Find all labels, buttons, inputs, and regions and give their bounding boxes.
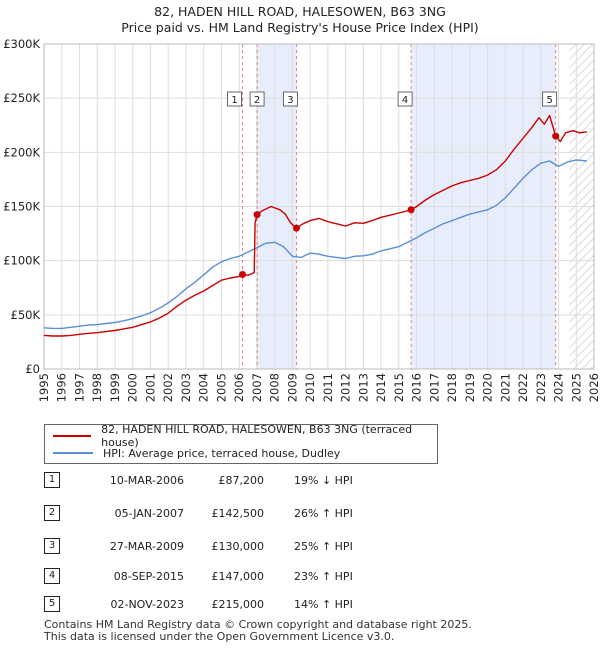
- chart-subtitle: Price paid vs. HM Land Registry's House …: [121, 20, 478, 35]
- x-tick-label: 2018: [445, 373, 459, 402]
- x-tick-label: 2011: [321, 373, 335, 402]
- x-tick-label: 2007: [250, 373, 264, 402]
- sale-date: 05-JAN-2007: [114, 507, 184, 520]
- x-tick-label: 2026: [587, 373, 600, 402]
- table-row: 2 05-JAN-2007 £142,500 26% ↑ HPI: [44, 505, 464, 523]
- sale-number-box: [227, 91, 242, 107]
- legend-item-property: 82, HADEN HILL ROAD, HALESOWEN, B63 3NG …: [53, 423, 437, 449]
- x-tick-label: 2009: [285, 373, 299, 402]
- sale-price: £147,000: [211, 570, 265, 583]
- sale-hpi-diff: 19% ↓ HPI: [294, 474, 353, 487]
- sale-number-box: [283, 91, 298, 107]
- x-tick-label: 2001: [143, 373, 157, 402]
- sale-hpi-diff: 25% ↑ HPI: [294, 540, 353, 553]
- x-tick-label: 2005: [214, 373, 228, 402]
- x-tick-label: 2000: [126, 373, 140, 402]
- legend-swatch-hpi: [53, 452, 93, 454]
- sale-badge: 3: [44, 538, 60, 554]
- x-tick-label: 2014: [374, 373, 388, 402]
- sale-number-box: [397, 91, 413, 107]
- price-chart: 82, HADEN HILL ROAD, HALESOWEN, B63 3NG …: [3, 4, 600, 402]
- legend: 82, HADEN HILL ROAD, HALESOWEN, B63 3NG …: [44, 423, 438, 464]
- x-tick-label: 1999: [108, 373, 122, 402]
- hpi-series-line: [43, 159, 587, 330]
- x-tick-label: 2019: [463, 373, 477, 402]
- table-row: 1 10-MAR-2006 £87,200 19% ↓ HPI: [44, 472, 464, 490]
- table-row: 5 02-NOV-2023 £215,000 14% ↑ HPI: [44, 596, 464, 614]
- legend-label-hpi: HPI: Average price, terraced house, Dudl…: [103, 446, 341, 460]
- x-tick-label: 1995: [37, 373, 51, 402]
- x-tick-label: 2022: [516, 373, 530, 402]
- legend-item-hpi: HPI: Average price, terraced house, Dudl…: [53, 445, 340, 461]
- property-series-line: [43, 114, 587, 337]
- x-tick-label: 2008: [268, 373, 282, 402]
- x-tick-label: 2023: [534, 373, 548, 402]
- y-tick-label: £250K: [3, 91, 40, 105]
- sale-badge: 2: [44, 505, 60, 521]
- x-tick-label: 2010: [303, 373, 317, 402]
- sale-price: £130,000: [211, 540, 265, 553]
- sale-number-box: [249, 91, 265, 107]
- x-tick-label: 1997: [72, 373, 86, 402]
- sale-price: £87,200: [218, 474, 265, 487]
- sale-date: 02-NOV-2023: [110, 598, 184, 611]
- y-tick-label: £150K: [3, 200, 40, 214]
- sale-date: 27-MAR-2009: [109, 540, 184, 553]
- footer-copyright: Contains HM Land Registry data © Crown c…: [44, 618, 472, 631]
- x-tick-label: 1996: [55, 373, 69, 402]
- sale-point: [552, 132, 560, 140]
- sale-number-label: 1: [231, 95, 237, 106]
- sale-hpi-diff: 26% ↑ HPI: [294, 507, 353, 520]
- sale-point: [407, 206, 415, 214]
- legend-label-property: 82, HADEN HILL ROAD, HALESOWEN, B63 3NG …: [101, 423, 413, 449]
- x-tick-label: 2003: [179, 373, 193, 402]
- sale-badge: 4: [44, 568, 60, 584]
- y-tick-label: £0: [25, 362, 40, 376]
- x-tick-label: 2024: [552, 373, 566, 402]
- x-tick-label: 1998: [90, 373, 104, 402]
- sale-price: £142,500: [211, 507, 265, 520]
- footer: Contains HM Land Registry data © Crown c…: [44, 619, 472, 643]
- sale-number-label: 5: [546, 95, 552, 106]
- sale-date: 10-MAR-2006: [109, 474, 184, 487]
- x-tick-label: 2020: [481, 373, 495, 402]
- sale-number-label: 4: [402, 95, 408, 106]
- sale-number-label: 2: [254, 95, 260, 106]
- x-tick-label: 2013: [356, 373, 370, 402]
- sale-badge: 5: [44, 596, 60, 612]
- y-tick-label: £300K: [3, 37, 40, 51]
- sale-date: 08-SEP-2015: [113, 570, 184, 583]
- x-tick-label: 2004: [197, 373, 211, 402]
- sale-hpi-diff: 23% ↑ HPI: [294, 570, 353, 583]
- chart-title: 82, HADEN HILL ROAD, HALESOWEN, B63 3NG: [154, 4, 446, 19]
- sale-number-label: 3: [287, 95, 293, 106]
- sale-point: [292, 224, 300, 232]
- sale-point: [253, 211, 261, 219]
- x-tick-label: 2021: [498, 373, 512, 402]
- x-tick-label: 2012: [339, 373, 353, 402]
- x-tick-label: 2015: [392, 373, 406, 402]
- x-tick-label: 2025: [569, 373, 583, 402]
- sale-number-box: [542, 91, 558, 107]
- y-tick-label: £100K: [3, 254, 40, 268]
- table-row: 3 27-MAR-2009 £130,000 25% ↑ HPI: [44, 538, 464, 556]
- plot-frame: [43, 43, 595, 370]
- sale-hpi-diff: 14% ↑ HPI: [294, 598, 353, 611]
- legend-swatch-property: [53, 435, 92, 437]
- x-tick-label: 2017: [427, 373, 441, 402]
- sale-point: [239, 271, 247, 279]
- y-tick-label: £200K: [3, 145, 40, 159]
- x-tick-label: 2016: [410, 373, 424, 402]
- sale-price: £215,000: [211, 598, 265, 611]
- sale-badge: 1: [44, 472, 60, 488]
- footer-licence: This data is licensed under the Open Gov…: [44, 630, 395, 643]
- x-tick-label: 2006: [232, 373, 246, 402]
- x-tick-label: 2002: [161, 373, 175, 402]
- y-tick-label: £50K: [11, 308, 41, 322]
- table-row: 4 08-SEP-2015 £147,000 23% ↑ HPI: [44, 568, 464, 586]
